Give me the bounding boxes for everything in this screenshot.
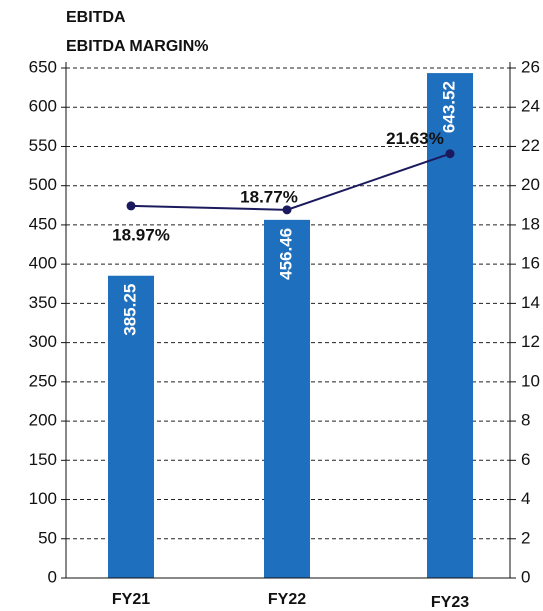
bar-value-label: 456.46 <box>276 228 295 280</box>
line-value-label: 21.63% <box>386 129 444 148</box>
y-tick-label: 350 <box>29 293 57 312</box>
y-tick-label: 550 <box>29 136 57 155</box>
y-tick-label: 500 <box>29 175 57 194</box>
bar <box>427 73 473 579</box>
x-tick-label: FY21 <box>112 591 150 608</box>
y2-tick-label: 14 <box>521 293 540 312</box>
y2-tick-label: 12 <box>521 332 540 351</box>
bar-value-label: 385.25 <box>120 284 139 336</box>
y2-tick-label: 22 <box>521 136 540 155</box>
y-tick-label: 0 <box>48 567 57 586</box>
y-tick-label: 250 <box>29 371 57 390</box>
x-tick-label: FY22 <box>268 591 306 608</box>
y2-tick-label: 24 <box>521 97 540 116</box>
y-tick-label: 450 <box>29 214 57 233</box>
y-tick-label: 50 <box>38 528 57 547</box>
y2-tick-label: 2 <box>521 528 530 547</box>
y-tick-label: 100 <box>29 489 57 508</box>
line-value-label: 18.97% <box>112 225 170 244</box>
y-tick-label: 650 <box>29 57 57 76</box>
y2-tick-label: 16 <box>521 254 540 273</box>
y2-tick-label: 18 <box>521 214 540 233</box>
legend-label: EBITDA MARGIN% <box>66 38 209 55</box>
y2-tick-label: 0 <box>521 567 530 586</box>
y2-tick-label: 8 <box>521 411 530 430</box>
y2-tick-label: 4 <box>521 489 530 508</box>
line-point <box>282 205 292 215</box>
y-tick-label: 200 <box>29 411 57 430</box>
y2-tick-label: 26 <box>521 57 540 76</box>
bar <box>264 219 310 578</box>
y-tick-label: 150 <box>29 450 57 469</box>
y-tick-label: 400 <box>29 254 57 273</box>
y2-tick-label: 6 <box>521 450 530 469</box>
line-point <box>126 201 136 211</box>
y2-tick-label: 20 <box>521 175 540 194</box>
x-tick-label: FY23 <box>431 594 469 611</box>
bar <box>108 275 154 578</box>
line-value-label: 18.77% <box>240 187 298 206</box>
y-tick-label: 300 <box>29 332 57 351</box>
bar-value-label: 643.52 <box>439 81 458 133</box>
y-tick-label: 600 <box>29 97 57 116</box>
line-point <box>445 149 455 159</box>
y2-tick-label: 10 <box>521 371 540 390</box>
legend-label: EBITDA <box>66 9 126 26</box>
